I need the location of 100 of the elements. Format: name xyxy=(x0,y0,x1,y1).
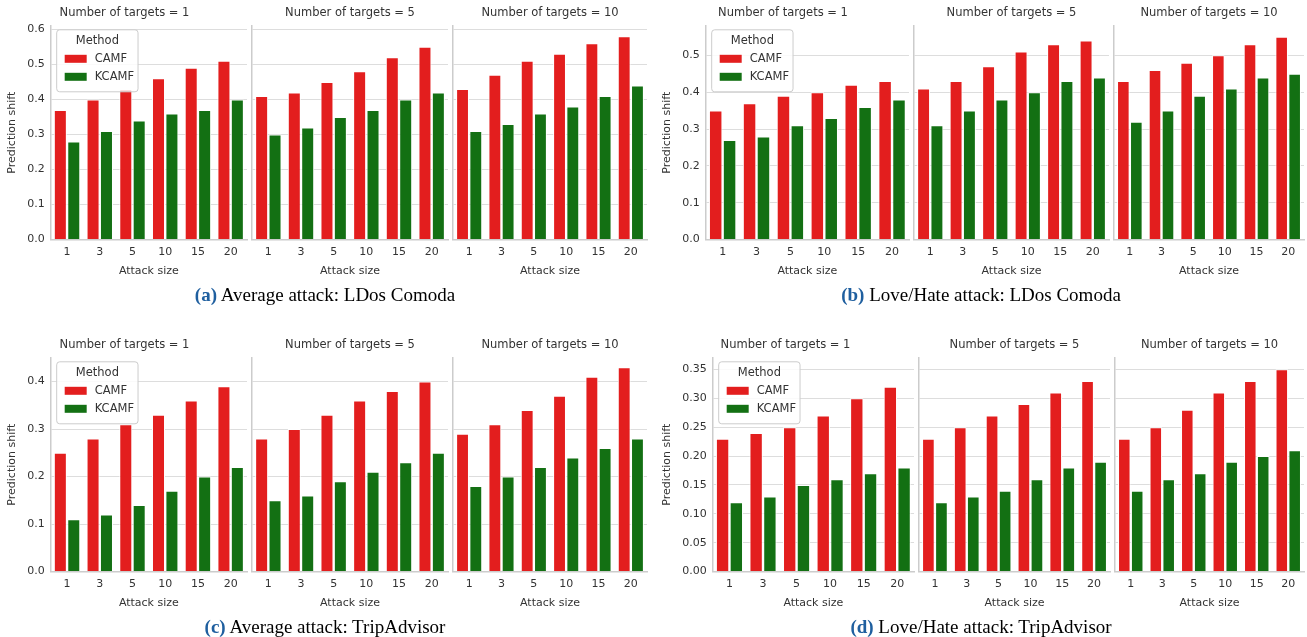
x-tick-label: 5 xyxy=(530,577,538,591)
y-axis-title: Prediction shift xyxy=(660,91,674,174)
legend-label: CAMF xyxy=(756,382,790,397)
y-tick-label: 0.0 xyxy=(27,564,45,578)
chart-title: Number of targets = 10 xyxy=(1140,4,1278,19)
x-tick-label: 10 xyxy=(559,577,574,591)
x-tick-label: 1 xyxy=(931,577,939,591)
legend-title: Method xyxy=(75,364,119,379)
x-tick-label: 15 xyxy=(1249,245,1264,259)
y-tick-label: 0.20 xyxy=(682,448,707,462)
x-tick-label: 10 xyxy=(359,245,374,259)
x-tick-label: 1 xyxy=(63,577,71,591)
x-tick-label: 3 xyxy=(297,577,305,591)
y-tick-label: 0.4 xyxy=(682,85,700,99)
y-axis-title: Prediction shift xyxy=(660,423,674,506)
x-tick-label: 3 xyxy=(96,245,104,259)
x-tick-label: 10 xyxy=(823,577,838,591)
x-axis-title: Attack size xyxy=(1179,596,1240,610)
x-axis-title: Attack size xyxy=(777,264,838,278)
legend-label: KCAMF xyxy=(94,400,135,415)
x-tick-label: 10 xyxy=(359,577,374,591)
x-axis-title: Attack size xyxy=(1179,264,1240,278)
x-tick-label: 3 xyxy=(959,245,967,259)
x-tick-label: 3 xyxy=(297,245,305,259)
x-tick-label: 20 xyxy=(1085,245,1100,259)
x-tick-label: 20 xyxy=(890,577,905,591)
x-tick-label: 20 xyxy=(623,577,638,591)
text: (b) Love/Hate attack: LDos Comoda xyxy=(840,284,1122,306)
x-tick-label: 15 xyxy=(851,245,866,259)
y-tick-label: 0.4 xyxy=(27,374,45,388)
y-tick-label: 0.2 xyxy=(682,158,700,172)
x-tick-label: 3 xyxy=(753,245,761,259)
x-axis-title: Attack size xyxy=(783,596,844,610)
text: (a) Average attack: LDos Comoda xyxy=(193,284,457,306)
x-tick-label: 20 xyxy=(424,245,439,259)
x-tick-label: 1 xyxy=(465,577,473,591)
x-tick-label: 10 xyxy=(559,245,574,259)
x-tick-label: 20 xyxy=(223,245,238,259)
x-tick-label: 3 xyxy=(759,577,767,591)
y-tick-label: 0.0 xyxy=(682,232,700,246)
x-axis-title: Attack size xyxy=(320,264,381,278)
y-tick-label: 0.25 xyxy=(682,420,707,433)
x-tick-label: 5 xyxy=(1189,245,1197,259)
chart-title: Number of targets = 1 xyxy=(720,336,851,351)
legend-label: CAMF xyxy=(749,50,783,65)
y-tick-label: 0.10 xyxy=(682,506,707,520)
y-tick-label: 0.0 xyxy=(27,232,45,246)
y-tick-label: 0.1 xyxy=(682,195,700,209)
x-tick-label: 5 xyxy=(330,577,338,591)
y-tick-label: 0.00 xyxy=(682,564,707,578)
x-tick-label: 15 xyxy=(190,577,205,591)
y-tick-label: 0.3 xyxy=(27,421,45,435)
y-tick-label: 0.5 xyxy=(682,48,700,62)
text: (d) Love/Hate attack: TripAdvisor xyxy=(849,616,1113,637)
y-tick-label: 0.2 xyxy=(27,469,45,483)
y-tick-label: 0.4 xyxy=(27,92,45,106)
legend-label: KCAMF xyxy=(756,400,797,415)
x-axis-title: Attack size xyxy=(520,264,581,278)
x-tick-label: 3 xyxy=(1158,245,1165,259)
legend-title: Method xyxy=(737,364,781,379)
x-tick-label: 3 xyxy=(96,577,104,591)
x-axis-title: Attack size xyxy=(320,596,381,610)
y-tick-label: 0.2 xyxy=(27,162,45,176)
x-tick-label: 3 xyxy=(1158,577,1166,591)
x-tick-label: 5 xyxy=(128,245,136,259)
y-tick-label: 0.35 xyxy=(682,362,707,376)
x-axis-title: Attack size xyxy=(981,264,1042,278)
x-tick-label: 15 xyxy=(1053,245,1068,259)
x-axis-title: Attack size xyxy=(118,264,180,278)
x-tick-label: 5 xyxy=(786,245,794,259)
legend-title: Method xyxy=(730,32,774,47)
y-tick-label: 0.30 xyxy=(682,391,707,405)
x-tick-label: 10 xyxy=(1218,577,1233,591)
y-tick-label: 0.15 xyxy=(682,477,707,491)
y-tick-label: 0.05 xyxy=(682,535,707,549)
text: (c) Average attack: TripAdvisor xyxy=(203,616,447,637)
chart-title: Number of targets = 5 xyxy=(946,4,1077,19)
x-tick-label: 10 xyxy=(158,245,173,259)
chart-title: Number of targets = 10 xyxy=(481,4,619,19)
x-tick-label: 10 xyxy=(1217,245,1232,259)
chart-title: Number of targets = 5 xyxy=(285,4,415,19)
y-tick-label: 0.5 xyxy=(27,57,45,71)
y-tick-label: 0.6 xyxy=(27,22,45,36)
legend-label: KCAMF xyxy=(749,68,790,83)
x-tick-label: 5 xyxy=(330,245,338,259)
x-tick-label: 20 xyxy=(223,577,238,591)
x-tick-label: 10 xyxy=(817,245,832,259)
x-axis-title: Attack size xyxy=(984,596,1045,610)
legend-title: Method xyxy=(75,32,119,47)
y-tick-label: 0.1 xyxy=(27,197,45,211)
x-tick-label: 1 xyxy=(1127,577,1135,591)
x-tick-label: 1 xyxy=(264,577,272,591)
y-axis-title: Prediction shift xyxy=(5,423,19,506)
x-tick-label: 20 xyxy=(1281,245,1296,259)
x-tick-label: 5 xyxy=(991,245,999,259)
chart-title: Number of targets = 10 xyxy=(1140,336,1279,351)
x-tick-label: 3 xyxy=(963,577,971,591)
chart-title: Number of targets = 5 xyxy=(949,336,1080,351)
x-tick-label: 3 xyxy=(498,577,505,591)
chart-title: Number of targets = 10 xyxy=(481,336,619,351)
